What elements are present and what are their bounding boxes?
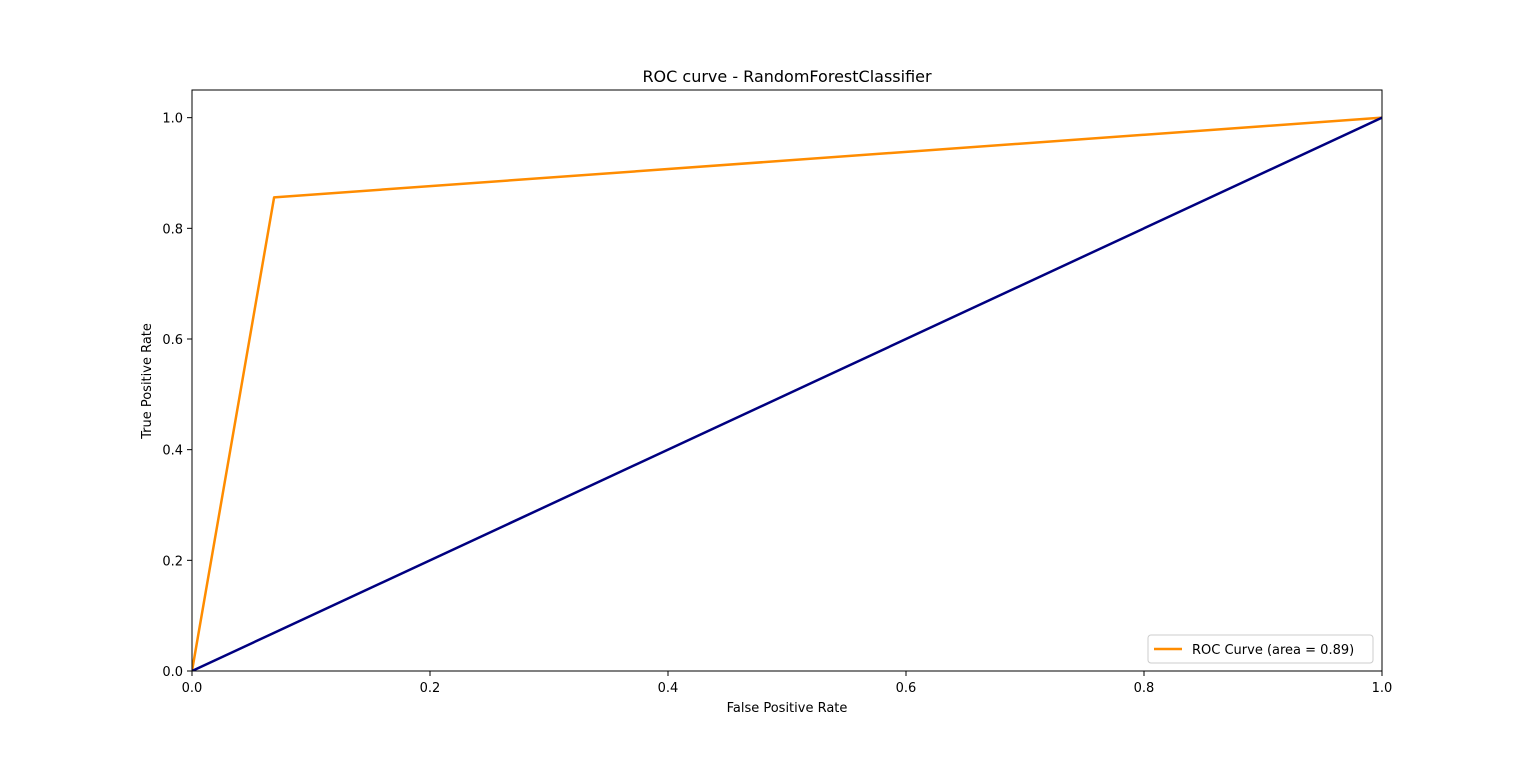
x-tick-label: 0.6 bbox=[896, 681, 917, 696]
y-tick-label: 0.8 bbox=[162, 222, 183, 237]
y-tick-label: 0.0 bbox=[162, 665, 183, 680]
x-tick-label: 1.0 bbox=[1372, 681, 1393, 696]
plot-background bbox=[192, 90, 1382, 671]
x-axis-ticks: 0.0 0.2 0.4 0.6 0.8 1.0 bbox=[182, 671, 1393, 696]
diagonal-reference-line bbox=[192, 116, 1382, 671]
x-tick-label: 0.8 bbox=[1134, 681, 1155, 696]
x-tick-label: 0.2 bbox=[420, 681, 441, 696]
x-axis-label: False Positive Rate bbox=[727, 701, 848, 716]
x-tick-label: 0.0 bbox=[182, 681, 203, 696]
y-tick-label: 0.2 bbox=[162, 554, 183, 569]
plot-area bbox=[192, 90, 1382, 671]
y-axis-ticks: 0.0 0.2 0.4 0.6 0.8 1.0 bbox=[162, 112, 192, 680]
y-tick-label: 0.4 bbox=[162, 444, 183, 459]
y-axis-label: True Positive Rate bbox=[140, 323, 155, 440]
y-tick-label: 1.0 bbox=[162, 112, 183, 127]
legend-label: ROC Curve (area = 0.89) bbox=[1192, 643, 1354, 658]
roc-curve-line bbox=[192, 116, 1382, 671]
x-tick-label: 0.4 bbox=[658, 681, 679, 696]
chart-title: ROC curve - RandomForestClassifier bbox=[642, 67, 932, 86]
y-tick-label: 0.6 bbox=[162, 333, 183, 348]
axes-border bbox=[191, 89, 1383, 672]
legend-box bbox=[1147, 634, 1374, 664]
legend: ROC Curve (area = 0.89) bbox=[1147, 634, 1374, 664]
axes-frame bbox=[191, 89, 1383, 672]
